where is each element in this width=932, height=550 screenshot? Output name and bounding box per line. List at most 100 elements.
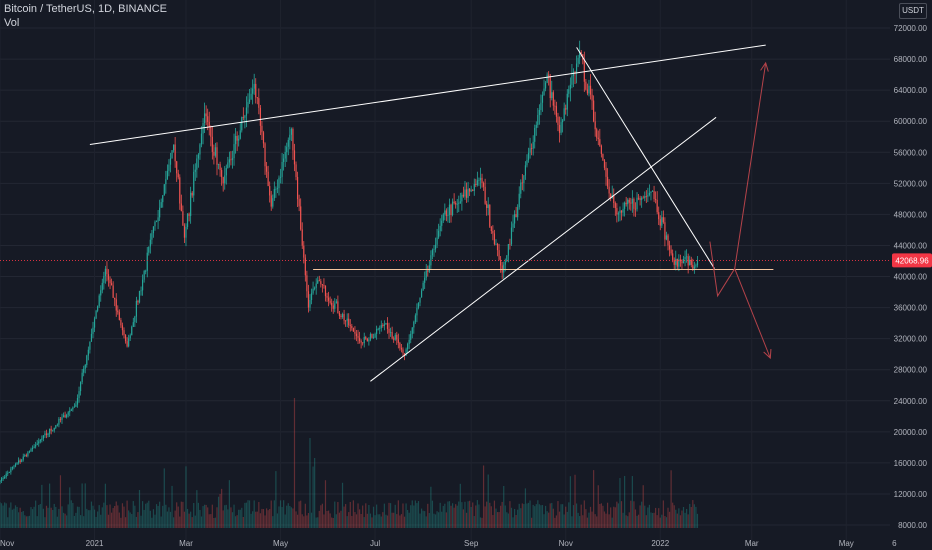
candle-body <box>489 204 491 227</box>
symbol-title[interactable]: Bitcoin / TetherUS, 1D, BINANCE <box>4 3 168 15</box>
volume-bar <box>101 507 103 528</box>
candle-body <box>62 415 65 418</box>
volume-bar <box>665 517 668 528</box>
candle-body <box>262 132 265 144</box>
candle-body <box>377 328 379 330</box>
candle-body <box>565 108 567 110</box>
candle-body <box>389 332 392 333</box>
candle-body <box>261 125 263 133</box>
volume-bar <box>377 514 379 528</box>
time-tick-label: Nov <box>0 539 14 548</box>
volume-bar <box>417 501 420 528</box>
volume-bar <box>354 512 356 528</box>
candle-body <box>543 88 545 96</box>
volume-bar <box>27 516 29 528</box>
volume-bar <box>462 509 465 528</box>
candle-body <box>104 268 106 277</box>
candle-body <box>247 102 249 108</box>
volume-bar <box>467 501 469 528</box>
volume-bar <box>535 504 537 528</box>
volume-bar <box>117 505 119 528</box>
volume-bar <box>382 512 384 528</box>
volume-bar <box>196 490 198 528</box>
volume-bar <box>606 502 609 528</box>
price-tick-label: 12000.00 <box>894 490 928 499</box>
candle-body <box>279 176 282 178</box>
candle-body <box>100 290 102 296</box>
volume-bar <box>236 515 238 528</box>
candle-body <box>210 127 212 137</box>
candle-body <box>81 372 83 383</box>
volume-bar <box>157 505 159 528</box>
volume-bar <box>39 504 41 528</box>
candle-body <box>569 84 571 90</box>
candle-body <box>264 143 266 167</box>
price-axis[interactable]: 72000.00 68000.00 64000.00 60000.00 56000.00… <box>890 0 932 550</box>
volume-bar <box>442 505 444 528</box>
candle-body <box>310 293 313 301</box>
volume-bar <box>597 485 599 528</box>
candle-body <box>289 134 291 140</box>
candle-body <box>17 460 20 463</box>
candle-body <box>329 300 331 303</box>
volume-bar <box>95 516 97 528</box>
candle-body <box>473 184 475 191</box>
candle-body <box>393 338 395 340</box>
time-axis[interactable]: Nov 2021 Mar May Jul Sep Nov 2022 Mar May 6 <box>0 539 932 550</box>
volume-bar <box>234 516 237 528</box>
volume-bar <box>492 515 494 528</box>
candle-body <box>95 310 97 319</box>
volume-bar <box>103 502 105 528</box>
volume-bar <box>433 513 435 528</box>
candle-body <box>664 222 666 240</box>
candle-body <box>245 107 248 116</box>
volume-bar <box>283 500 285 528</box>
candle-body <box>117 310 119 313</box>
candle-body <box>681 261 683 264</box>
candle-body <box>56 424 58 426</box>
volume-bar <box>0 502 1 528</box>
candle-body <box>145 270 147 272</box>
volume-bar <box>568 502 570 528</box>
volume-bar <box>159 501 161 528</box>
volume-bar <box>252 511 254 528</box>
candle-body <box>419 297 421 303</box>
volume-bar <box>59 475 62 528</box>
candle-body <box>227 162 229 169</box>
volume-bar <box>126 500 128 528</box>
candle-body <box>346 318 348 321</box>
volume-bar <box>346 516 348 528</box>
price-tick-label: 40000.00 <box>894 273 928 282</box>
candle-body <box>628 199 630 203</box>
volume-bar <box>284 514 286 528</box>
volume-bar <box>331 517 333 528</box>
candle-body <box>244 115 246 118</box>
volume-label[interactable]: Vol <box>4 17 20 29</box>
volume-bar <box>678 508 680 528</box>
time-tick-label: Jul <box>370 539 380 548</box>
volume-bar <box>690 507 692 528</box>
candle-body <box>283 158 285 162</box>
upper-trendline <box>89 44 766 145</box>
candle-body <box>622 208 624 213</box>
candle-body <box>568 89 570 94</box>
candle-body <box>557 116 559 125</box>
volume-bar <box>5 503 7 528</box>
volume-bar <box>276 513 279 528</box>
candle-body <box>500 259 502 266</box>
volume-bar <box>92 505 94 528</box>
candle-body <box>165 179 167 185</box>
candle-body <box>141 279 144 291</box>
volume-bar <box>166 511 168 528</box>
volume-bar <box>603 511 606 528</box>
volume-bar <box>506 512 508 528</box>
volume-bar <box>188 513 190 528</box>
candle-body <box>326 296 328 298</box>
currency-unit-button[interactable]: USDT <box>899 3 927 19</box>
candle-body <box>332 305 334 309</box>
volume-bar <box>624 475 626 528</box>
volume-bar <box>459 483 461 528</box>
candle-body <box>278 177 280 189</box>
candle-body <box>343 314 345 321</box>
